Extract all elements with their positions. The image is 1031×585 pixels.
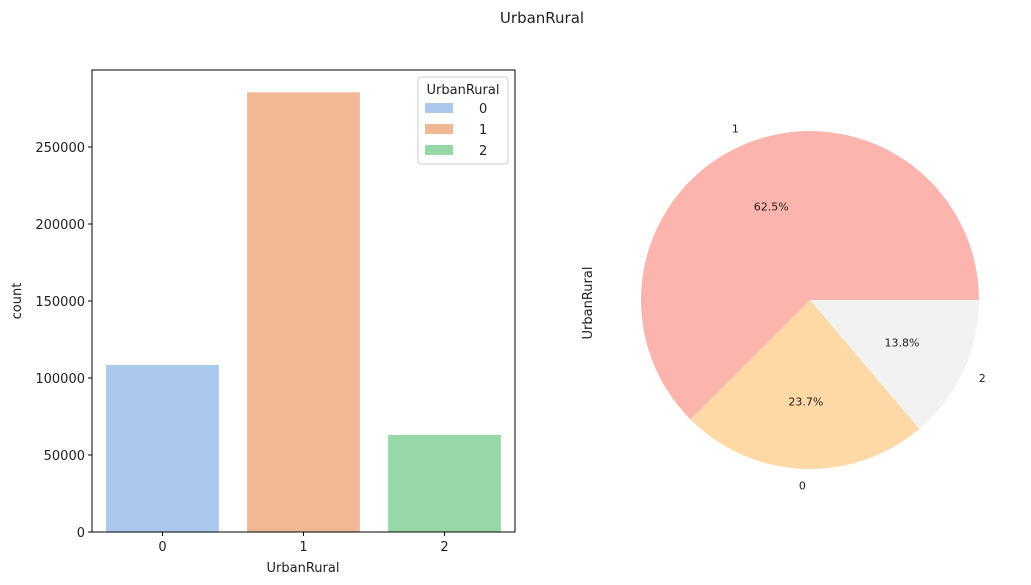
y-tick-label: 150000 — [35, 295, 85, 310]
pie-label-0: 0 — [799, 480, 806, 493]
pie-wedge-2 — [810, 300, 979, 429]
pie-wedges — [641, 131, 979, 470]
bar-x-axis: 0 1 2 — [158, 532, 449, 555]
legend-swatch-2 — [425, 145, 453, 155]
legend-swatch-1 — [425, 124, 453, 134]
figure-suptitle: UrbanRural — [500, 9, 584, 27]
y-tick-label: 250000 — [35, 141, 85, 156]
bar-2 — [388, 434, 501, 532]
pie-label-1: 1 — [732, 122, 739, 135]
bar-legend: UrbanRural 0 1 2 — [417, 76, 509, 165]
legend-label-1: 1 — [479, 123, 487, 138]
x-tick-label: 1 — [299, 540, 307, 555]
legend-entries: 0 1 2 — [425, 102, 487, 159]
y-tick-label: 100000 — [35, 372, 85, 387]
bar-1 — [247, 92, 360, 532]
x-tick-label: 2 — [440, 540, 448, 555]
legend-label-0: 0 — [479, 102, 487, 117]
bar-y-axis-label: count — [10, 283, 25, 320]
y-tick-label: 200000 — [35, 218, 85, 233]
pie-pct-0: 23.7% — [788, 395, 823, 408]
bar-y-axis: 0 50000 100000 150000 200000 250000 — [35, 141, 92, 541]
pie-pct-2: 13.8% — [885, 337, 920, 350]
pie-label-2: 2 — [979, 372, 986, 385]
pie-wedge-0 — [690, 300, 920, 470]
bar-chart: 0 50000 100000 150000 200000 250000 0 1 2 Urban… — [10, 69, 516, 576]
x-tick-label: 0 — [158, 540, 166, 555]
pie-wedge-1 — [641, 131, 979, 420]
legend-title: UrbanRural — [427, 83, 500, 98]
y-tick-label: 0 — [77, 526, 85, 541]
legend-label-2: 2 — [479, 144, 487, 159]
bar-x-axis-label: UrbanRural — [267, 561, 340, 576]
bar-0 — [106, 364, 219, 532]
y-tick-label: 50000 — [44, 449, 85, 464]
pie-y-axis-label: UrbanRural — [581, 267, 596, 340]
bar-series — [106, 92, 501, 532]
legend-box — [417, 76, 509, 165]
pie-labels: 1 62.5% 0 23.7% 2 13.8% — [732, 122, 986, 492]
legend-swatch-0 — [425, 103, 453, 113]
pie-pct-1: 62.5% — [754, 200, 789, 213]
pie-chart: 1 62.5% 0 23.7% 2 13.8% UrbanRural — [581, 122, 986, 492]
